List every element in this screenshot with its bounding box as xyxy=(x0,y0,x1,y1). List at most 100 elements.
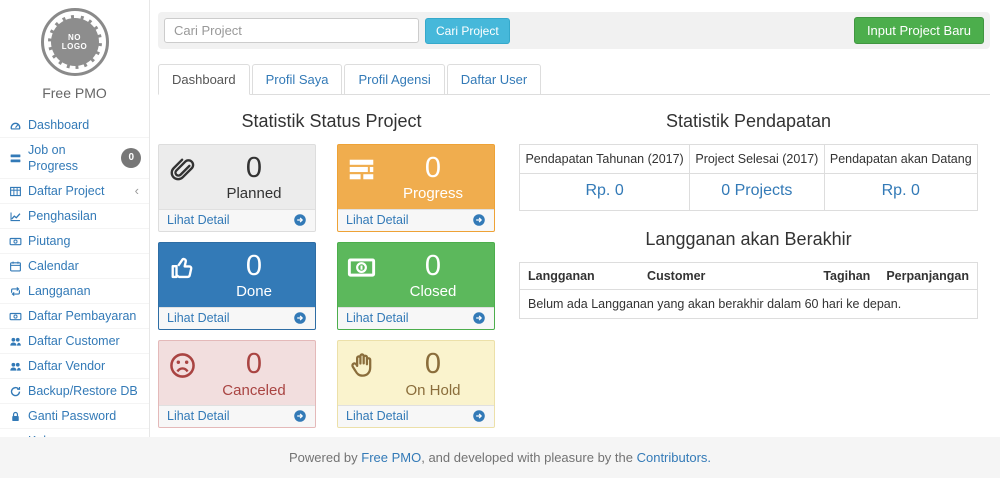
card-body: 0 On Hold xyxy=(338,341,494,405)
card-body: 0 Progress xyxy=(338,145,494,209)
sidebar-item-label: Calendar xyxy=(28,259,79,273)
arrow-circle-right-icon[interactable] xyxy=(293,213,307,227)
sidebar-item-label: Daftar Pembayaran xyxy=(28,309,137,323)
status-cards: 0 Planned Lihat Detail xyxy=(158,144,505,429)
logo-text-line1: NO xyxy=(68,33,81,42)
card-body: 0 Done xyxy=(159,243,315,307)
tasks-list-icon xyxy=(9,152,23,165)
job-count-badge: 0 xyxy=(121,148,141,168)
card-label: Done xyxy=(236,283,272,301)
logo-text-line2: LOGO xyxy=(61,42,88,51)
subscription-section-title: Langganan akan Berakhir xyxy=(645,229,852,249)
income-stat-value[interactable]: Rp. 0 xyxy=(518,173,691,211)
income-section-title: Statistik Pendapatan xyxy=(665,111,832,131)
sidebar-item-penghasilan[interactable]: Penghasilan xyxy=(0,204,149,228)
sidebar-menu: Dashboard Job on Progress 0 Daftar Projec… xyxy=(0,113,149,454)
sidebar-item-ganti-password[interactable]: Ganti Password xyxy=(0,404,149,428)
lihat-detail-link[interactable]: Lihat Detail xyxy=(167,213,230,228)
arrow-circle-right-icon[interactable] xyxy=(472,409,486,423)
sidebar-item-langganan[interactable]: Langganan xyxy=(0,279,149,303)
sidebar-item-label: Penghasilan xyxy=(28,209,97,223)
brand-area: NO LOGO Free PMO xyxy=(0,0,149,113)
sidebar: NO LOGO Free PMO Dashboard Job on Progre… xyxy=(0,0,150,454)
frown-icon xyxy=(168,348,206,400)
money-icon xyxy=(9,310,23,323)
card-value: 0 xyxy=(245,348,263,381)
table-icon xyxy=(9,185,23,198)
search-input[interactable] xyxy=(164,18,419,43)
card-planned: 0 Planned Lihat Detail xyxy=(158,144,316,233)
footer: Powered by Free PMO, and developed with … xyxy=(0,437,1000,478)
money-icon xyxy=(9,235,23,248)
card-footer: Lihat Detail xyxy=(159,209,315,232)
brand-name: Free PMO xyxy=(42,85,107,101)
card-main: 0 Progress xyxy=(385,152,485,204)
search-button[interactable]: Cari Project xyxy=(425,17,510,44)
sidebar-item-daftar-pembayaran[interactable]: Daftar Pembayaran xyxy=(0,304,149,328)
sidebar-item-backup-restore[interactable]: Backup/Restore DB xyxy=(0,379,149,403)
sidebar-item-label: Job on Progress xyxy=(28,143,79,173)
income-stat-value[interactable]: 0 Projects xyxy=(689,173,825,211)
lihat-detail-link[interactable]: Lihat Detail xyxy=(167,409,230,424)
arrow-circle-right-icon[interactable] xyxy=(293,409,307,423)
card-footer: Lihat Detail xyxy=(338,405,494,428)
card-value: 0 xyxy=(424,250,442,283)
column-header: Customer xyxy=(639,262,816,290)
column-header: Perpanjangan xyxy=(878,262,978,290)
card-label: Planned xyxy=(226,185,282,203)
column-header: Tagihan xyxy=(815,262,879,290)
column-header: Langganan xyxy=(519,262,640,290)
income-label-row: Pendapatan Tahunan (2017) Project Selesa… xyxy=(518,144,979,174)
arrow-circle-right-icon[interactable] xyxy=(293,311,307,325)
sidebar-item-label: Ganti Password xyxy=(28,409,117,423)
main-content: Cari Project Input Project Baru Dashboar… xyxy=(150,0,1000,437)
sidebar-item-piutang[interactable]: Piutang xyxy=(0,229,149,253)
status-section-title: Statistik Status Project xyxy=(241,111,422,131)
tab-daftar-user[interactable]: Daftar User xyxy=(446,64,542,95)
card-label: Canceled xyxy=(222,381,286,399)
tab-profil-saya[interactable]: Profil Saya xyxy=(251,64,343,95)
sidebar-item-label: Langganan xyxy=(28,284,91,298)
paperclip-icon xyxy=(168,152,206,204)
lihat-detail-link[interactable]: Lihat Detail xyxy=(167,311,230,326)
table-row: Belum ada Langganan yang akan berakhir d… xyxy=(520,290,978,319)
card-closed: 0 Closed Lihat Detail xyxy=(337,242,495,331)
footer-link-contributors[interactable]: Contributors. xyxy=(636,450,712,465)
refresh-icon xyxy=(9,385,23,398)
footer-link-free-pmo[interactable]: Free PMO xyxy=(361,450,422,465)
main-wrapper: NO LOGO Free PMO Dashboard Job on Progre… xyxy=(0,0,1000,454)
income-stat-label: Project Selesai (2017) xyxy=(689,144,825,174)
lihat-detail-link[interactable]: Lihat Detail xyxy=(346,311,409,326)
sidebar-item-job-on-progress[interactable]: Job on Progress 0 xyxy=(0,138,149,178)
card-body: 0 Closed xyxy=(338,243,494,307)
new-project-button[interactable]: Input Project Baru xyxy=(853,17,984,44)
sidebar-item-calendar[interactable]: Calendar xyxy=(0,254,149,278)
income-stat-value[interactable]: Rp. 0 xyxy=(823,173,979,211)
card-main: 0 Done xyxy=(206,250,306,302)
tab-dashboard[interactable]: Dashboard xyxy=(158,64,250,95)
sidebar-item-dashboard[interactable]: Dashboard xyxy=(0,113,149,137)
income-table: Pendapatan Tahunan (2017) Project Selesa… xyxy=(518,144,979,211)
lihat-detail-link[interactable]: Lihat Detail xyxy=(346,409,409,424)
card-body: 0 Canceled xyxy=(159,341,315,405)
card-done: 0 Done Lihat Detail xyxy=(158,242,316,331)
sidebar-item-label: Daftar Vendor xyxy=(28,359,106,373)
money-bill-icon xyxy=(347,250,385,302)
no-logo-seal: NO LOGO xyxy=(40,8,109,76)
sidebar-item-daftar-project[interactable]: Daftar Project ‹ xyxy=(0,179,149,203)
line-chart-icon xyxy=(9,210,23,223)
card-value: 0 xyxy=(245,250,263,283)
sidebar-item-daftar-vendor[interactable]: Daftar Vendor xyxy=(0,354,149,378)
card-footer: Lihat Detail xyxy=(338,209,494,232)
thumbs-up-icon xyxy=(168,250,206,302)
card-value: 0 xyxy=(424,348,442,381)
sidebar-item-daftar-customer[interactable]: Daftar Customer xyxy=(0,329,149,353)
dashboard-panel: Statistik Status Project 0 Planned xyxy=(158,95,990,429)
lihat-detail-link[interactable]: Lihat Detail xyxy=(346,213,409,228)
sidebar-item-label: Dashboard xyxy=(28,118,90,132)
arrow-circle-right-icon[interactable] xyxy=(472,311,486,325)
card-main: 0 On Hold xyxy=(385,348,485,400)
sidebar-item-label: Daftar Project xyxy=(28,184,105,198)
arrow-circle-right-icon[interactable] xyxy=(472,213,486,227)
tab-profil-agensi[interactable]: Profil Agensi xyxy=(344,64,445,95)
